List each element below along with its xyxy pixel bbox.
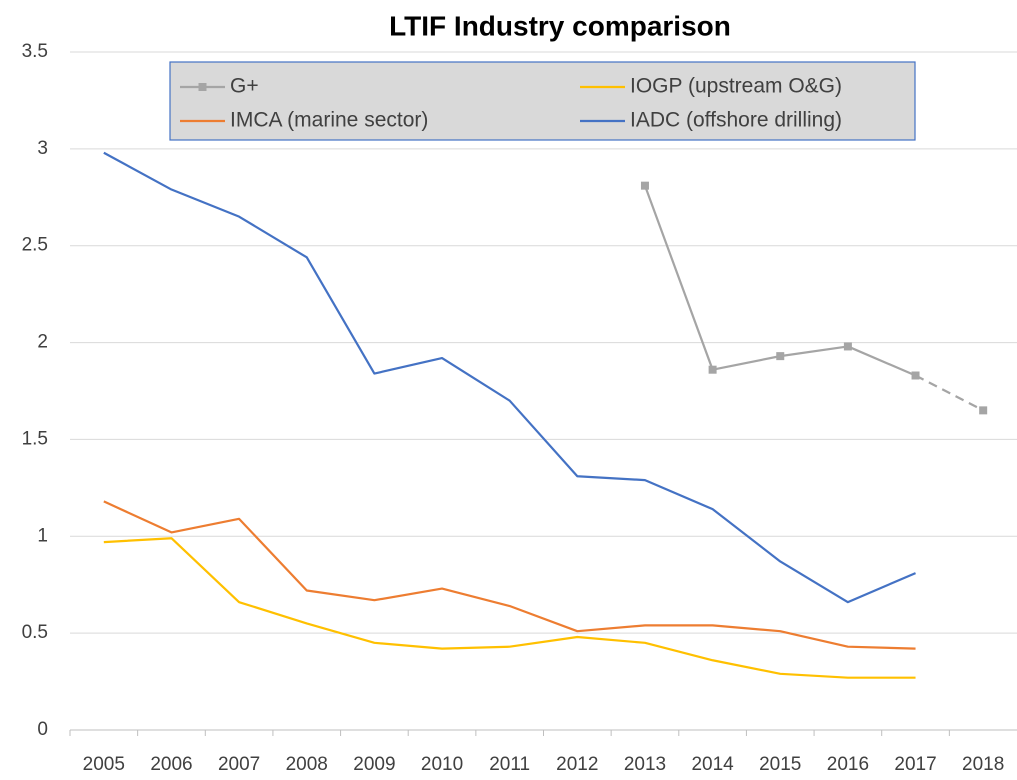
marker	[640, 181, 649, 190]
series-line	[103, 537, 916, 679]
y-tick-label: 0.5	[22, 622, 48, 643]
x-tick-label: 2005	[83, 754, 125, 775]
x-tick-label: 2012	[556, 754, 598, 775]
legend: G+ IOGP (upstream O&G) IMCA (marine sector…	[169, 61, 916, 141]
legend-marker	[198, 83, 207, 91]
y-tick-label: 1	[37, 525, 48, 546]
marker	[979, 406, 988, 415]
y-tick-label: 2	[37, 332, 48, 353]
legend-label: IOGP (upstream O&G)	[630, 75, 842, 98]
x-tick-label: 2017	[894, 754, 936, 775]
x-tick-label: 2008	[286, 754, 328, 775]
x-tick-label: 2006	[150, 754, 192, 775]
chart-title: LTIF Industry comparison	[389, 10, 731, 41]
x-tick-label: 2011	[489, 754, 530, 775]
y-tick-label: 2.5	[22, 235, 48, 256]
series-line	[103, 500, 916, 650]
x-tick-label: 2018	[962, 754, 1004, 775]
x-tick-label: 2015	[759, 754, 801, 775]
series-line	[643, 185, 916, 377]
y-tick-label: 3.5	[22, 41, 48, 62]
y-tick-label: 0	[37, 719, 48, 740]
legend-label: G+	[230, 75, 259, 98]
x-tick-label: 2013	[624, 754, 666, 775]
x-tick-label: 2016	[827, 754, 869, 775]
legend-box	[169, 61, 916, 141]
x-tick-label: 2014	[691, 754, 734, 775]
marker	[911, 371, 920, 380]
y-tick-label: 3	[37, 138, 48, 159]
x-tick-label: 2007	[218, 754, 260, 775]
legend-label: IMCA (marine sector)	[230, 109, 428, 132]
marker	[776, 352, 785, 361]
legend-label: IADC (offshore drilling)	[630, 109, 842, 132]
marker	[708, 365, 717, 374]
x-tick-label: 2009	[353, 754, 395, 775]
series-line-dashed	[915, 374, 984, 412]
marker	[843, 342, 852, 351]
x-tick-label: 2010	[421, 754, 463, 775]
y-tick-label: 1.5	[22, 428, 48, 449]
series-line	[103, 151, 916, 604]
